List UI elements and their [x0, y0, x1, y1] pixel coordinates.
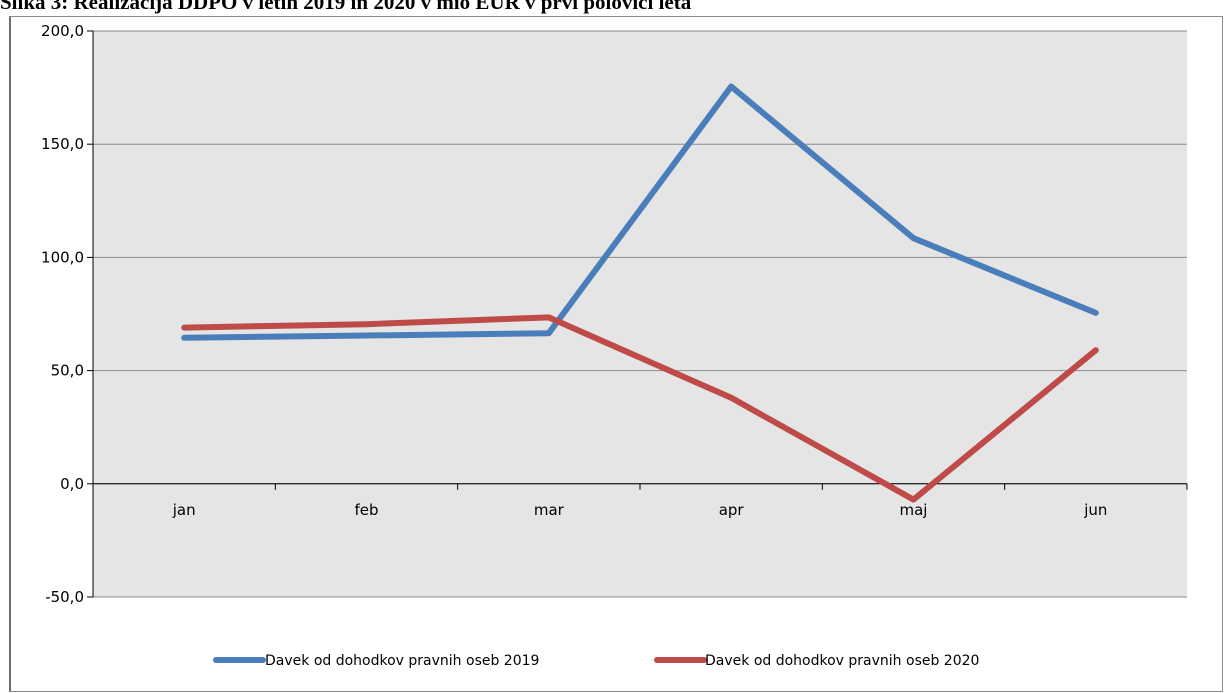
series-layer — [181, 83, 1099, 503]
plot-area — [93, 31, 1187, 597]
gridlines — [93, 30, 1187, 598]
x-tick-label: mar — [534, 501, 565, 519]
series-line-2019 — [181, 83, 1099, 341]
y-tick-label: 200,0 — [41, 22, 84, 40]
figure-caption: Slika 3: Realizacija DDPO v letih 2019 i… — [0, 0, 692, 14]
x-tick-label: feb — [354, 501, 378, 519]
x-tick-label: jun — [1083, 501, 1107, 519]
legend-label-2020: Davek od dohodkov pravnih oseb 2020 — [705, 653, 979, 669]
x-tick-label: maj — [900, 501, 928, 519]
y-tick-label: 150,0 — [41, 135, 84, 153]
x-tick-label: apr — [719, 501, 745, 519]
x-tick-label: jan — [172, 501, 196, 519]
y-tick-label: 0,0 — [60, 475, 84, 493]
series-line-2020 — [181, 314, 1099, 503]
chart-frame — [9, 16, 1223, 692]
y-tick-label: -50,0 — [45, 588, 84, 606]
y-tick-label: 100,0 — [41, 248, 84, 266]
legend-label-2019: Davek od dohodkov pravnih oseb 2019 — [265, 653, 539, 669]
y-axis: 200,0 150,0 100,0 50,0 0,0 -50,0 — [41, 22, 94, 606]
x-axis: jan feb mar apr maj jun — [92, 483, 1188, 519]
legend: Davek od dohodkov pravnih oseb 2019 Davek… — [213, 653, 979, 669]
y-tick-label: 50,0 — [51, 362, 84, 380]
